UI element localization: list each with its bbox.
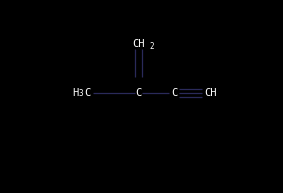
Text: H: H bbox=[72, 88, 78, 98]
Text: C: C bbox=[171, 88, 177, 98]
Text: 3: 3 bbox=[78, 89, 83, 98]
Text: C: C bbox=[84, 88, 91, 98]
Text: CH: CH bbox=[132, 39, 145, 49]
Text: C: C bbox=[136, 88, 142, 98]
Text: 2: 2 bbox=[149, 41, 154, 51]
Text: CH: CH bbox=[204, 88, 216, 98]
